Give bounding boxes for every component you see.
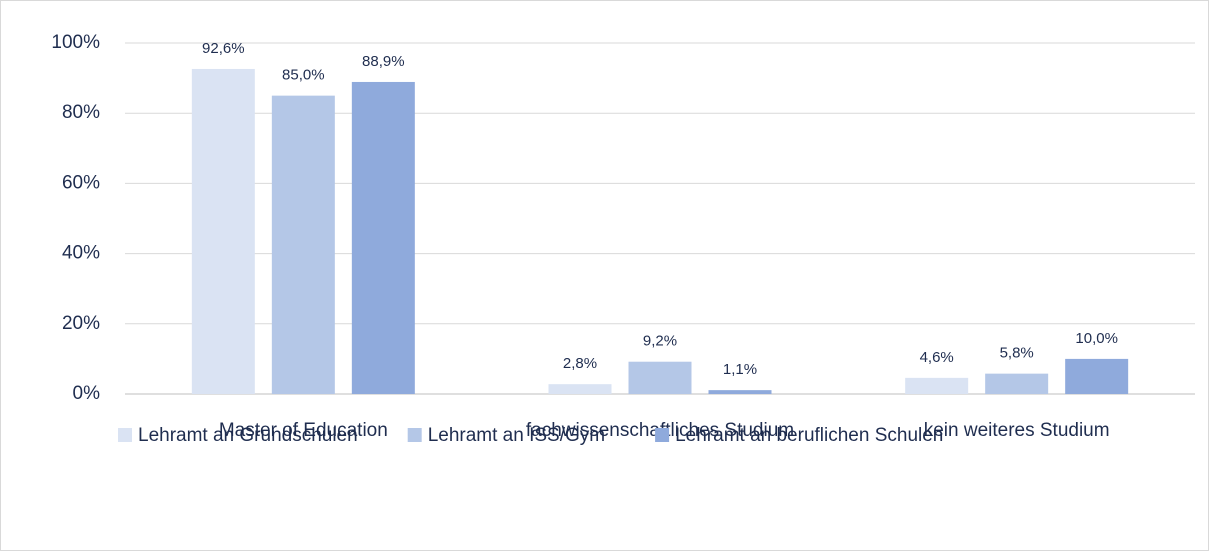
data-label: 92,6% [202,40,245,57]
bar [1065,358,1129,394]
legend-label: Lehramt an Grundschulen [138,425,358,446]
legend-swatch [407,428,422,442]
y-tick-label: 40% [62,243,100,264]
data-label: 1,1% [723,361,757,378]
bar [985,373,1049,394]
bar [351,81,415,394]
data-label: 88,9% [362,53,405,70]
data-label: 5,8% [1000,345,1034,362]
data-label: 9,2% [643,333,677,350]
y-tick-label: 80% [62,102,100,123]
x-tick-label: Master of Education [219,420,388,441]
legend-swatch [118,428,132,442]
bar [191,68,255,394]
bar [905,377,969,394]
bar [548,384,612,394]
data-label: 4,6% [920,349,954,366]
data-label: 85,0% [282,67,325,84]
legend-label: Lehramt an ISS/Gym [428,425,605,446]
y-tick-label: 100% [51,32,100,53]
x-tick-label: kein weiteres Studium [924,420,1110,441]
legend-label: Lehramt an beruflichen Schulen [675,425,943,446]
bar [708,390,772,394]
data-label: 2,8% [563,355,597,372]
y-tick-label: 60% [62,172,100,193]
y-tick-label: 20% [62,313,100,334]
data-label: 10,0% [1075,330,1118,347]
legend-swatch [655,428,670,442]
bar [271,95,335,395]
y-tick-label: 0% [73,383,101,404]
bar [628,361,692,394]
